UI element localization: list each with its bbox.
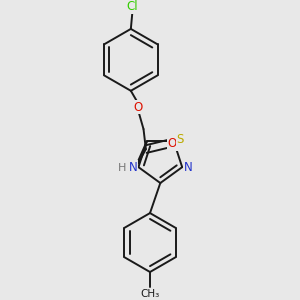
- Text: N: N: [184, 161, 192, 174]
- Text: N: N: [129, 161, 137, 174]
- Text: Cl: Cl: [127, 0, 138, 13]
- Text: H: H: [118, 163, 127, 173]
- Text: CH₃: CH₃: [140, 289, 160, 298]
- Text: O: O: [134, 100, 143, 113]
- Text: N: N: [127, 163, 136, 176]
- Text: O: O: [168, 137, 177, 150]
- Text: S: S: [177, 133, 184, 146]
